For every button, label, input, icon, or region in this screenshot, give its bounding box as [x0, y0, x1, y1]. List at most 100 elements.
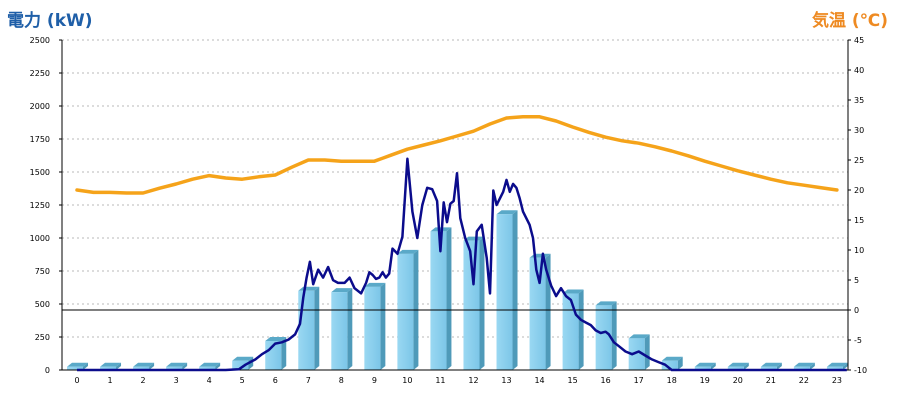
bar-side — [116, 362, 122, 370]
bar-5 — [232, 356, 254, 370]
bar-side — [710, 362, 716, 370]
x-tick-label: 5 — [240, 376, 245, 385]
bar-side — [479, 236, 485, 370]
temperature-line — [75, 115, 839, 195]
bar-top — [793, 362, 815, 367]
bar-side — [776, 362, 782, 370]
x-tick-label: 13 — [501, 376, 511, 385]
right-tick-label: -5 — [854, 336, 862, 345]
bar-front — [694, 366, 711, 370]
left-tick-label: 2250 — [30, 69, 50, 78]
left-tick-label: 1000 — [30, 234, 50, 243]
bar-19 — [694, 362, 716, 370]
bar-top — [760, 362, 782, 367]
tick-labels: 02505007501000125015001750200022502500-1… — [30, 36, 867, 385]
x-tick-label: 15 — [568, 376, 578, 385]
bar-side — [182, 362, 188, 370]
bar-front — [67, 366, 83, 370]
bar-side — [842, 362, 848, 370]
right-tick-label: 30 — [854, 126, 864, 135]
left-tick-label: 0 — [45, 366, 50, 375]
x-tick-label: 4 — [207, 376, 212, 385]
bar-top — [199, 362, 221, 367]
bar-top — [364, 282, 386, 287]
x-tick-label: 2 — [141, 376, 146, 385]
bar-18 — [661, 356, 683, 370]
bar-top — [628, 334, 650, 339]
power-line — [77, 157, 847, 372]
bar-top — [397, 249, 419, 254]
bar-side — [578, 289, 584, 370]
left-tick-label: 2000 — [30, 102, 50, 111]
bar-front — [727, 366, 744, 370]
bar-top — [562, 289, 584, 294]
bar-side — [644, 334, 650, 370]
left-tick-label: 500 — [35, 300, 50, 309]
x-tick-label: 11 — [435, 376, 445, 385]
bar-top — [67, 362, 88, 367]
bar-front — [496, 214, 513, 370]
bar-front — [430, 231, 447, 370]
bar-front — [826, 366, 843, 370]
bar-16 — [595, 301, 617, 370]
bar-8 — [331, 288, 353, 370]
x-tick-label: 19 — [700, 376, 710, 385]
bar-side — [677, 356, 683, 370]
bar-front — [661, 360, 678, 370]
bar-front — [760, 366, 777, 370]
bar-1 — [100, 362, 122, 370]
bar-front — [364, 286, 381, 370]
x-tick-label: 9 — [372, 376, 377, 385]
bar-top — [661, 356, 683, 361]
bar-front — [199, 366, 216, 370]
bar-top — [496, 210, 518, 215]
x-tick-label: 16 — [601, 376, 611, 385]
left-tick-label: 1750 — [30, 135, 50, 144]
bar-3 — [166, 362, 188, 370]
bar-front — [463, 240, 480, 370]
bar-23 — [826, 362, 848, 370]
bar-front — [562, 293, 579, 370]
bar-side — [314, 286, 320, 370]
right-tick-label: 35 — [854, 96, 864, 105]
right-tick-label: 10 — [854, 246, 864, 255]
x-tick-label: 17 — [634, 376, 644, 385]
x-tick-label: 14 — [534, 376, 544, 385]
power-bars — [67, 210, 848, 370]
bar-2 — [133, 362, 155, 370]
bar-9 — [364, 282, 386, 370]
bar-7 — [298, 286, 320, 370]
bar-front — [232, 360, 249, 370]
lines — [75, 115, 847, 372]
grid-layer — [62, 39, 848, 338]
x-tick-label: 21 — [766, 376, 776, 385]
bar-top — [727, 362, 749, 367]
left-tick-label: 250 — [35, 333, 50, 342]
bar-0 — [67, 362, 88, 370]
right-tick-label: 0 — [854, 306, 859, 315]
right-tick-label: 25 — [854, 156, 864, 165]
right-tick-label: 20 — [854, 186, 864, 195]
right-tick-label: 45 — [854, 36, 864, 45]
bar-side — [611, 301, 617, 370]
x-tick-label: 18 — [667, 376, 677, 385]
bar-side — [215, 362, 221, 370]
bar-top — [265, 336, 287, 341]
bar-top — [463, 236, 485, 241]
bar-side — [149, 362, 155, 370]
left-tick-label: 750 — [35, 267, 50, 276]
bar-side — [347, 288, 353, 370]
bar-top — [694, 362, 716, 367]
bar-side — [446, 227, 452, 370]
right-tick-label: 5 — [854, 276, 859, 285]
bar-front — [595, 305, 612, 370]
bar-side — [281, 336, 287, 370]
right-tick-label: 15 — [854, 216, 864, 225]
x-tick-label: 10 — [402, 376, 412, 385]
x-tick-label: 7 — [306, 376, 311, 385]
x-tick-label: 3 — [174, 376, 179, 385]
x-tick-label: 0 — [74, 376, 79, 385]
bar-4 — [199, 362, 221, 370]
